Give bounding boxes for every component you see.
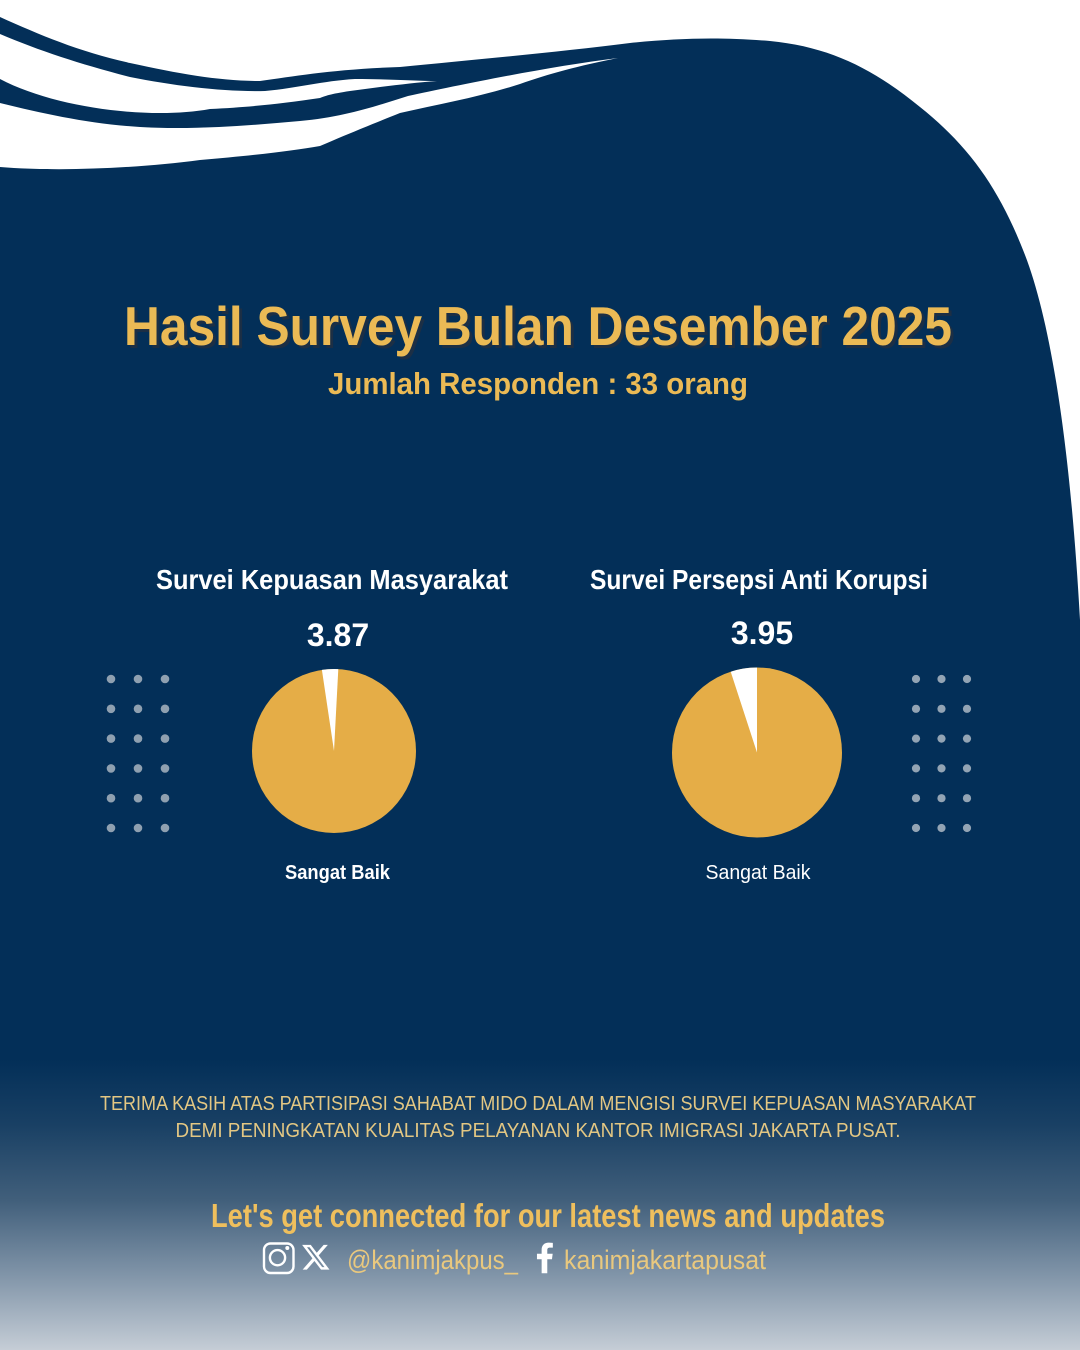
svg-text:Let's get connected for our la: Let's get connected for our latest news … — [211, 1197, 885, 1234]
svg-text:Hasil Survey Bulan Desember 20: Hasil Survey Bulan Desember 2025 — [124, 295, 952, 357]
svg-text:@kanimjakpus_: @kanimjakpus_ — [347, 1245, 519, 1275]
svg-text:Jumlah Responden : 33 orang: Jumlah Responden : 33 orang — [328, 367, 748, 401]
svg-text:TERIMA KASIH ATAS PARTISIPASI: TERIMA KASIH ATAS PARTISIPASI SAHABAT MI… — [100, 1092, 976, 1115]
svg-text:Hasil Survey Bulan Desember 20: Hasil Survey Bulan Desember 2025 — [127, 298, 955, 360]
svg-text:Sangat Baik: Sangat Baik — [706, 861, 812, 884]
svg-text:Sangat Baik: Sangat Baik — [285, 862, 391, 884]
svg-text:Survei Persepsi Anti Korupsi: Survei Persepsi Anti Korupsi — [590, 564, 928, 595]
svg-text:3.87: 3.87 — [307, 617, 369, 653]
svg-text:3.95: 3.95 — [731, 615, 793, 651]
svg-text:kanimjakartapusat: kanimjakartapusat — [564, 1245, 766, 1275]
svg-text:DEMI PENINGKATAN KUALITAS PELA: DEMI PENINGKATAN KUALITAS PELAYANAN KANT… — [176, 1119, 901, 1142]
svg-text:Survei Kepuasan Masyarakat: Survei Kepuasan Masyarakat — [156, 564, 508, 595]
